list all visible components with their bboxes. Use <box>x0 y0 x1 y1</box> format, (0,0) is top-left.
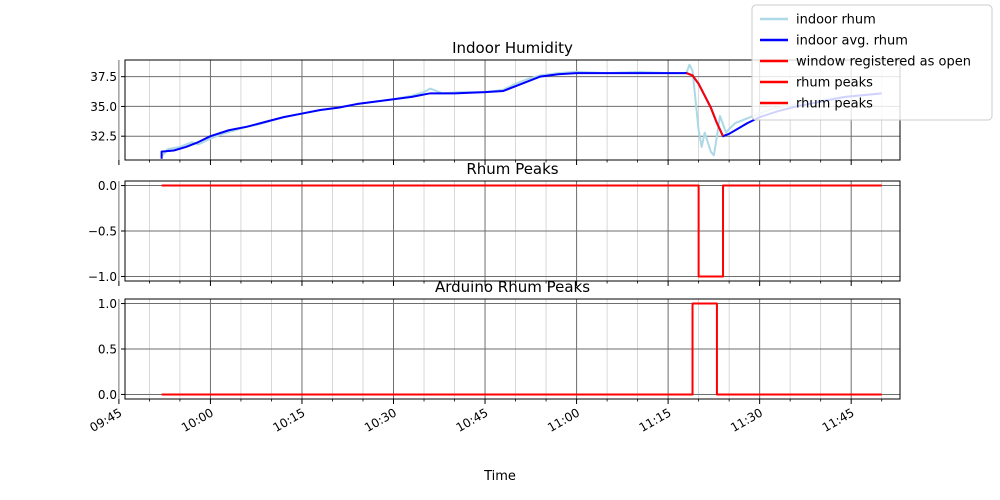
y-tick-label: 37.5 <box>90 70 117 84</box>
legend: indoor rhum indoor avg. rhum window regist… <box>751 4 993 121</box>
panel-title: Rhum Peaks <box>466 160 558 178</box>
x-tick-label: 10:30 <box>362 405 399 434</box>
legend-entry: indoor avg. rhum <box>796 34 908 49</box>
x-tick-label: 11:15 <box>637 405 674 434</box>
legend-box <box>751 4 993 121</box>
x-tick-label: 11:45 <box>820 405 857 434</box>
legend-entry: rhum peaks <box>796 97 873 112</box>
panel-title: Arduino Rhum Peaks <box>435 278 590 296</box>
x-tick-label: 10:45 <box>454 405 491 434</box>
y-tick-label: 0.5 <box>98 343 117 357</box>
series-line <box>686 72 724 137</box>
panel-2: −1.0 −0.5 0.0 Rhum Peaks <box>88 160 901 286</box>
panel-title: Indoor Humidity <box>452 39 573 57</box>
legend-entry: window registered as open <box>796 55 971 70</box>
x-axis-label: Time <box>483 469 516 484</box>
x-tick-label: 10:00 <box>179 405 216 434</box>
legend-entry: rhum peaks <box>796 76 873 91</box>
x-tick-label: 11:30 <box>728 405 765 434</box>
series-line <box>161 184 882 278</box>
x-tick-label: 11:00 <box>545 405 582 434</box>
series-line <box>161 302 882 396</box>
series-line <box>160 72 882 159</box>
x-tick-label: 10:15 <box>271 405 308 434</box>
axes-frame <box>124 180 901 282</box>
panel-3: 0.0 0.5 1.0 Arduino Rhum Peaks <box>98 278 901 404</box>
y-tick-label: −0.5 <box>88 225 117 239</box>
axes-frame <box>124 298 901 400</box>
y-tick-label: 1.0 <box>98 297 117 311</box>
y-tick-label: 32.5 <box>90 130 117 144</box>
y-tick-label: 0.0 <box>98 388 117 402</box>
y-tick-label: −1.0 <box>88 270 117 284</box>
y-tick-label: 0.0 <box>98 179 117 193</box>
y-tick-label: 35.0 <box>90 100 117 114</box>
legend-entry: indoor rhum <box>796 13 876 28</box>
x-tick-label: 09:45 <box>87 405 124 434</box>
